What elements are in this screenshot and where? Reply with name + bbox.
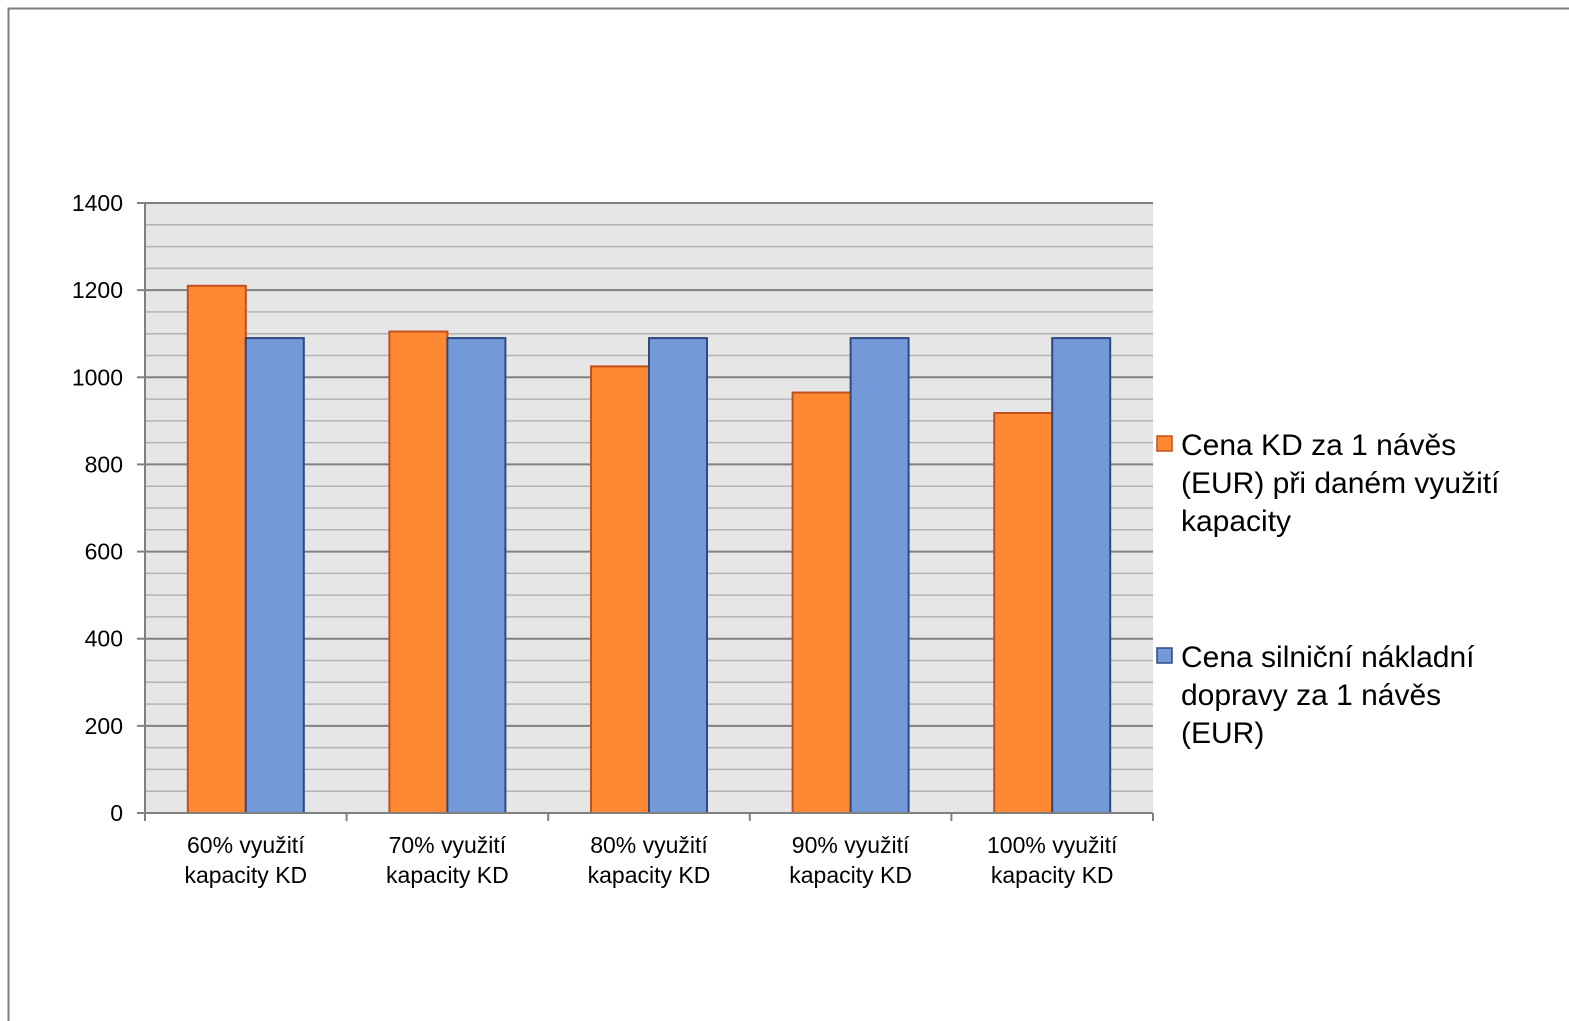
legend-swatch-2 bbox=[1156, 647, 1173, 664]
x-tick-labels: 60% využití kapacity KD 70% využití kapacit… bbox=[184, 832, 1118, 888]
bar-series-2-cat-5 bbox=[1051, 337, 1112, 814]
legend-label-2: Cena silniční nákladní dopravy za 1 návěs… bbox=[1181, 641, 1475, 750]
x-tick-label: 80% využití kapacity KD bbox=[588, 832, 711, 888]
bar-series-1-cat-5 bbox=[993, 412, 1054, 814]
legend-label-1: Cena KD za 1 návěs (EUR) při daném využit… bbox=[1181, 429, 1500, 538]
bar-series-1-cat-4 bbox=[791, 391, 852, 814]
legend-swatch-1 bbox=[1156, 435, 1173, 452]
bar-series-2-cat-1 bbox=[244, 337, 305, 814]
bar-series-1-cat-2 bbox=[388, 330, 449, 814]
bar-series-2-cat-2 bbox=[446, 337, 507, 814]
y-tick-labels: 0 200 400 600 800 1000 1200 1400 bbox=[72, 190, 123, 826]
major-gridlines bbox=[137, 202, 1153, 814]
y-tick-label: 1000 bbox=[72, 364, 123, 390]
y-tick-label: 1200 bbox=[72, 277, 123, 303]
legend: Cena KD za 1 návěs (EUR) při daném využit… bbox=[1156, 429, 1500, 750]
x-tick-label: 100% využití kapacity KD bbox=[987, 832, 1118, 888]
y-tick-label: 200 bbox=[85, 713, 123, 739]
y-tick-label: 400 bbox=[85, 626, 123, 652]
bar-series-1-cat-1 bbox=[186, 284, 247, 814]
y-tick-label: 600 bbox=[85, 539, 123, 565]
y-tick-label: 800 bbox=[85, 451, 123, 477]
y-tick-label: 0 bbox=[110, 800, 123, 826]
bar-series-1-cat-3 bbox=[590, 365, 650, 814]
y-tick-label: 1400 bbox=[72, 190, 123, 216]
x-tick-label: 70% využití kapacity KD bbox=[386, 832, 509, 888]
bar-series-2-cat-3 bbox=[648, 337, 708, 814]
axes bbox=[144, 203, 1154, 821]
x-tick-label: 90% využití kapacity KD bbox=[789, 832, 912, 888]
bar-series-2-cat-4 bbox=[849, 337, 910, 814]
x-tick-label: 60% využití kapacity KD bbox=[184, 832, 307, 888]
bars bbox=[186, 284, 1112, 814]
